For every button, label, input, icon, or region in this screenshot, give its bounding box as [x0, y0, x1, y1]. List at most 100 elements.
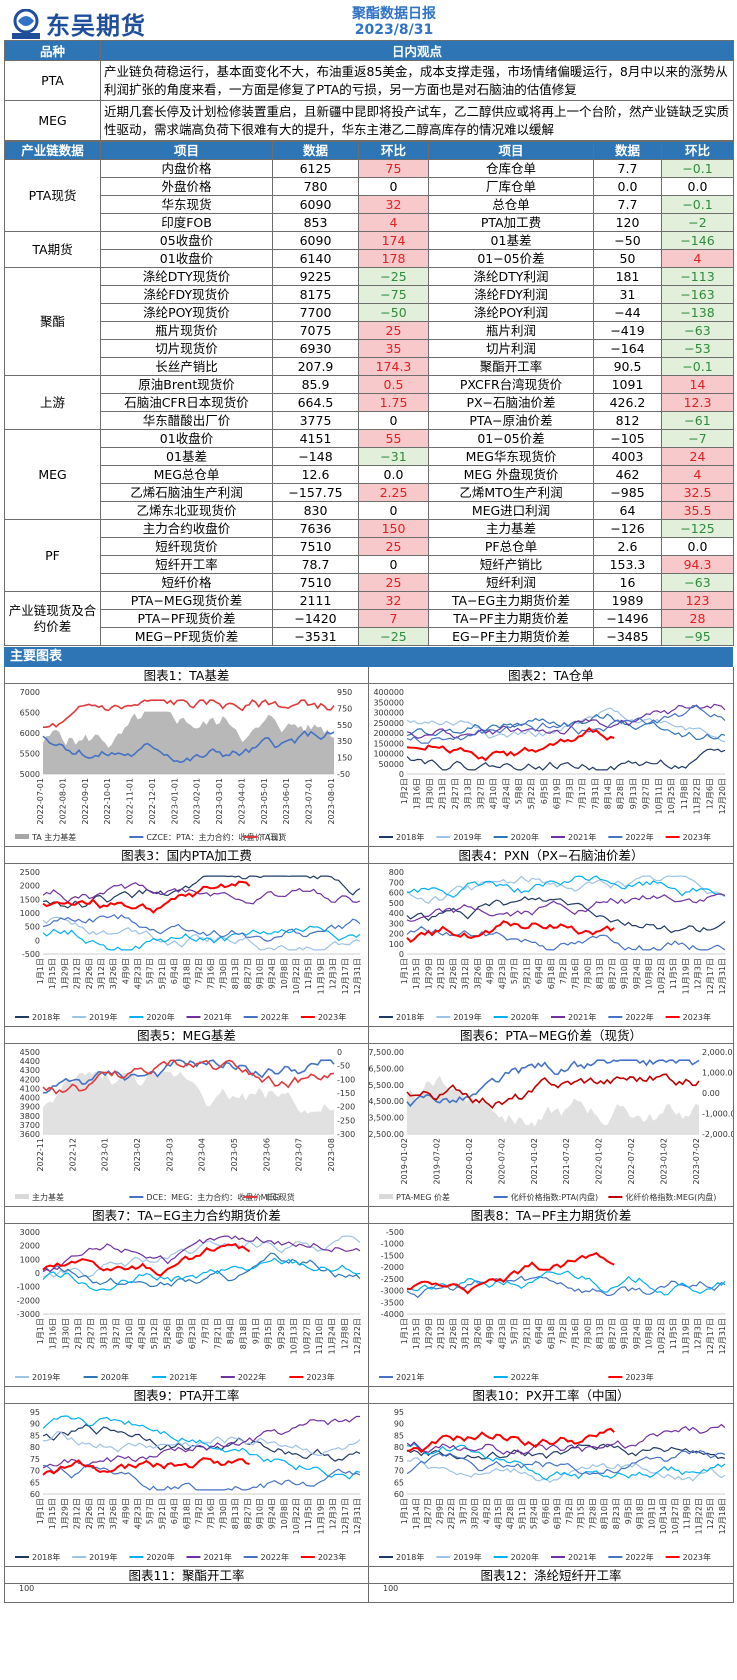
y-tick-label: -3500: [381, 1298, 404, 1307]
x-tick-label: 7月17日: [578, 778, 587, 809]
value-cell: −985: [593, 483, 662, 502]
item-cell: 切片现货价: [100, 339, 273, 358]
x-tick-label: 10月22日: [292, 1498, 301, 1534]
x-tick-label: 1月16日: [413, 778, 422, 809]
chart-svg: -500-1000-1500-2000-2500-3000-3500-40001…: [379, 1228, 727, 1382]
x-tick-label: 2022-09-01: [81, 778, 90, 825]
y-tick-label: 3000: [20, 1228, 40, 1237]
x-tick-label: 2023-01-01: [170, 778, 179, 825]
y-tick-label: 3900: [20, 1103, 40, 1112]
x-tick-label: 7月3日: [565, 778, 574, 804]
x-tick-label: 11月24日: [328, 1318, 337, 1354]
x-tick-label: 1月29日: [424, 958, 433, 989]
legend-label: 2021年: [568, 832, 596, 842]
table-row: MEG总仓单 12.6 0.0 MEG 外盘现货价 462 4: [5, 465, 734, 484]
x-tick-label: 5月21日: [158, 958, 167, 989]
value-cell: 90.5: [593, 357, 662, 376]
legend-label: 2020年: [511, 1012, 539, 1022]
value-cell: 2111: [272, 591, 359, 610]
x-tick-label: 2023-07-01: [305, 778, 314, 825]
change-cell: 0.0: [661, 537, 734, 556]
value-cell: 85.9: [272, 375, 359, 394]
value-cell: 120: [593, 213, 662, 232]
legend-label: 2021年: [568, 1012, 596, 1022]
x-tick-label: 12月3日: [694, 1318, 703, 1349]
legend-label: 2018年: [396, 832, 424, 842]
y2-tick-label: -2,000.00: [702, 1130, 733, 1139]
x-tick-label: 4月28日: [506, 1498, 515, 1529]
item-cell: 主力合约收盘价: [100, 519, 273, 538]
y-tick-label: 6500: [20, 709, 40, 718]
x-tick-label: 11月8日: [680, 778, 689, 809]
item-cell: EG−PF主力期货价差: [428, 627, 594, 646]
chart-grid: 图表1：TA基差 7000 6500 6000 5500 5000 950 750 550 350…: [4, 667, 734, 1603]
x-tick-label: 9月10日: [255, 1498, 264, 1529]
change-cell: 55: [358, 429, 429, 448]
x-tick-label: 11月5日: [304, 1498, 313, 1529]
x-tick-label: 4月24日: [137, 1318, 146, 1349]
x-tick-label: 2022-12: [68, 1138, 77, 1171]
x-tick-label: 2023-04-01: [237, 778, 246, 825]
y-tick-label: 6,500.00: [369, 1064, 404, 1073]
y-tick-label: 150000: [373, 739, 404, 748]
x-tick-label: 2022-01-02: [595, 1138, 604, 1185]
series-area: [43, 1071, 334, 1134]
table-row: 石脑油CFR日本现货价 664.5 1.75 PX−石脑油价差 426.2 12.3: [5, 393, 734, 412]
x-tick-label: 8月27日: [608, 958, 617, 989]
item-cell: 印度FOB: [100, 213, 273, 232]
x-tick-label: 7月31日: [591, 778, 600, 809]
item-cell: 短纤产销比: [428, 555, 594, 574]
view-row-name: MEG: [4, 100, 101, 141]
x-tick-label: 1月1日: [400, 958, 409, 984]
y-tick-label: -1000: [381, 1240, 404, 1249]
legend-label: 2021年: [396, 1372, 424, 1382]
x-tick-label: 8月13日: [231, 1498, 240, 1529]
x-tick-label: 8月23日: [612, 1498, 621, 1529]
x-tick-label: 10月13日: [290, 1318, 299, 1354]
series-line: [42, 1431, 361, 1457]
x-tick-label: 12月17日: [706, 1318, 715, 1354]
x-tick-label: 2022-10-01: [103, 778, 112, 825]
value-cell: 7.7: [593, 159, 662, 178]
y-tick-label: 1000: [20, 909, 40, 918]
x-tick-label: 3月13日: [464, 778, 473, 809]
change-cell: −63: [661, 321, 734, 340]
x-tick-label: 3月26日: [109, 1498, 118, 1529]
table-header-cell: 项目: [428, 141, 594, 160]
y-tick-label: 500: [389, 899, 404, 908]
item-cell: 01基差: [428, 231, 594, 250]
x-tick-label: 2023-07: [295, 1138, 304, 1171]
y2-tick-label: -150: [337, 1089, 355, 1098]
y-tick-label: 95: [394, 1408, 404, 1417]
value-cell: −419: [593, 321, 662, 340]
change-cell: 1.75: [358, 393, 429, 412]
y2-tick-label: 0: [337, 1048, 342, 1057]
x-tick-label: 3月12日: [461, 1318, 470, 1349]
value-cell: 50: [593, 249, 662, 268]
series-line: [406, 1423, 726, 1455]
value-cell: −3531: [272, 627, 359, 646]
series-line: [42, 730, 335, 764]
x-tick-label: 4月23日: [134, 958, 143, 989]
series-line: [42, 1242, 251, 1277]
logo-mark-icon: [10, 8, 42, 39]
item-cell: 涤纶FDY现货价: [100, 285, 273, 304]
chart-title: 图表4：PXN（PX−石脑油价差）: [369, 847, 733, 864]
value-cell: 7700: [272, 303, 359, 322]
x-tick-label: 10月22日: [657, 958, 666, 994]
x-tick-label: 5月12日: [150, 1318, 159, 1349]
x-tick-label: 9月18日: [636, 1498, 645, 1529]
item-cell: 涤纶DTY现货价: [100, 267, 273, 286]
x-tick-label: 10月8日: [280, 958, 289, 989]
x-tick-label: 7月30日: [583, 958, 592, 989]
legend-label: 2021年: [169, 1372, 197, 1382]
change-cell: 0.0: [661, 177, 734, 196]
y2-tick-label: 2,000.00: [702, 1048, 733, 1057]
x-tick-label: 2023-02-01: [193, 778, 202, 825]
x-tick-label: 12月22日: [353, 1318, 362, 1354]
x-tick-label: 8月27日: [243, 1498, 252, 1529]
chart-panel: 图表1：TA基差 7000 6500 6000 5500 5000 950 750 550 350…: [5, 667, 369, 847]
value-cell: 31: [593, 285, 662, 304]
